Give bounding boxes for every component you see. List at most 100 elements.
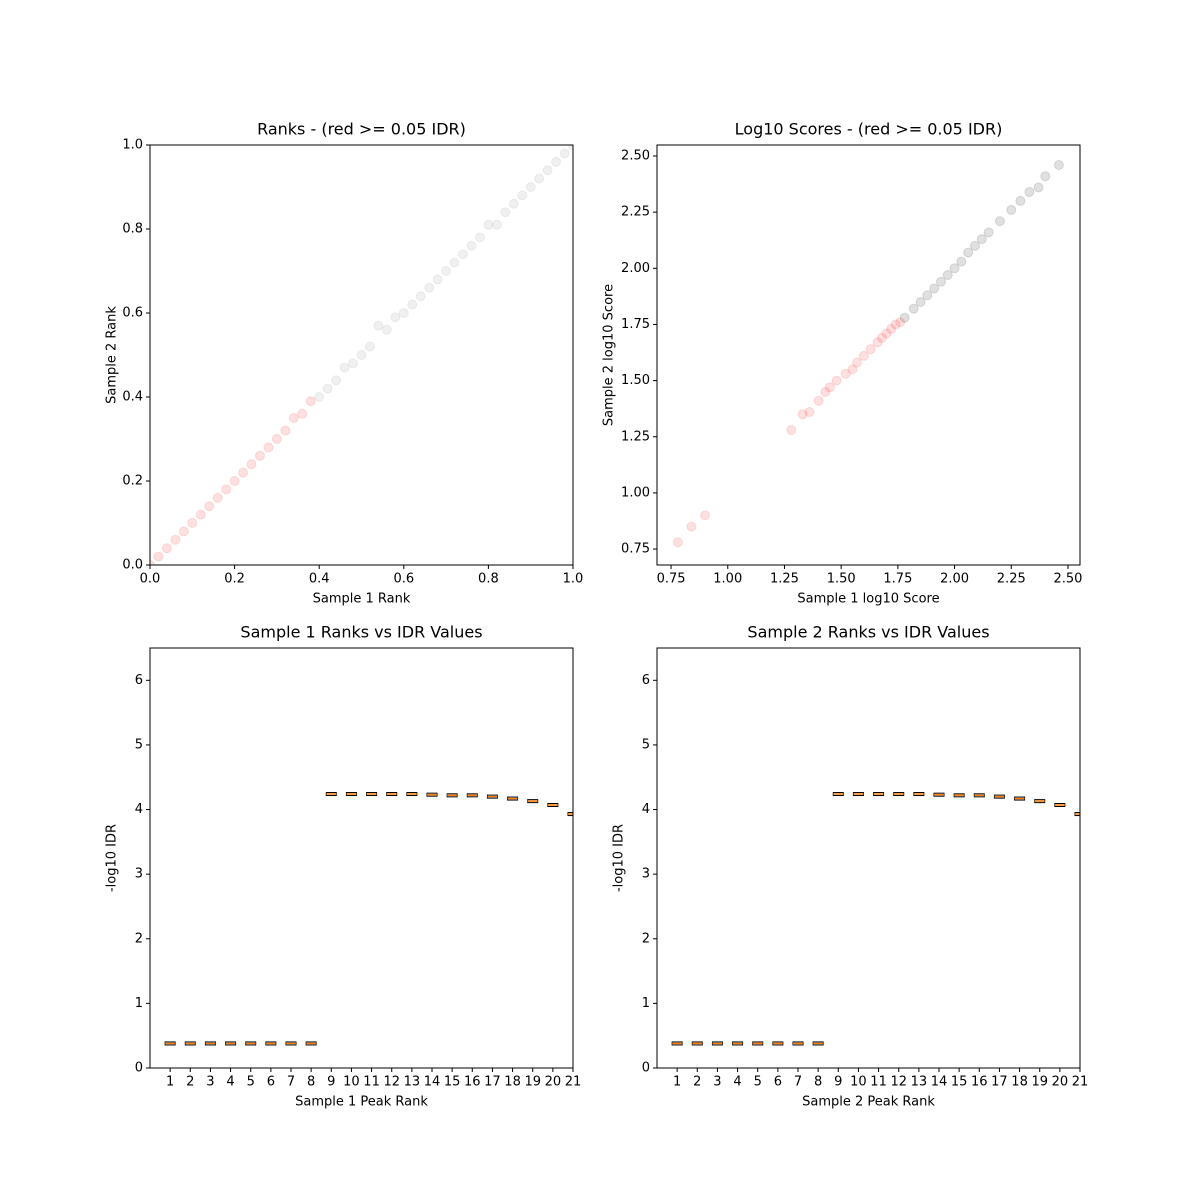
x-tick-label: 16 [464, 1075, 481, 1090]
x-tick-label: 12 [890, 1075, 907, 1090]
y-tick-label: 1 [135, 996, 143, 1011]
point [424, 282, 435, 293]
x-tick-label: 1.75 [883, 572, 912, 587]
point [1006, 204, 1017, 215]
y-tick-label: 6 [135, 673, 143, 688]
point [161, 543, 172, 554]
point [976, 234, 987, 245]
y-tick-label: 2 [642, 931, 650, 946]
x-tick-label: 0.2 [224, 572, 245, 587]
point [922, 290, 933, 301]
point [280, 425, 291, 436]
point [170, 534, 181, 545]
x-tick-label: 11 [363, 1075, 380, 1090]
x-tick-label: 2 [693, 1075, 701, 1090]
point [852, 357, 863, 368]
point [686, 521, 697, 532]
point [517, 190, 528, 201]
point [314, 392, 325, 402]
x-tick-label: 8 [814, 1075, 822, 1090]
x-tick-label: 5 [247, 1075, 255, 1090]
x-tick-label: 9 [327, 1075, 335, 1090]
y-tick-label: 2.50 [621, 149, 650, 164]
x-tick-label: 20 [1052, 1075, 1069, 1090]
x-tick-label: 13 [404, 1075, 421, 1090]
x-tick-label: 18 [1011, 1075, 1028, 1090]
y-axis-label: -log10 IDR [105, 824, 120, 892]
point [508, 198, 519, 209]
x-tick-label: 0.6 [393, 572, 414, 587]
point [908, 303, 919, 314]
x-tick-label: 19 [1031, 1075, 1048, 1090]
y-tick-label: 0.4 [122, 390, 143, 405]
y-tick-label: 0 [135, 1061, 143, 1076]
x-tick-label: 1.0 [563, 572, 584, 587]
x-axis-label: Sample 1 log10 Score [797, 592, 939, 607]
y-axis-label: Sample 2 Rank [105, 306, 120, 404]
point [305, 396, 316, 407]
y-tick-label: 3 [135, 867, 143, 882]
point [1040, 171, 1051, 182]
y-tick-label: 2.00 [621, 261, 650, 276]
point [872, 337, 883, 348]
point [339, 362, 350, 373]
y-tick-label: 4 [642, 802, 650, 817]
point [331, 375, 342, 386]
x-tick-label: 4 [733, 1075, 741, 1090]
point [956, 256, 967, 267]
point [858, 350, 869, 361]
point [458, 249, 469, 260]
point [441, 266, 452, 276]
x-tick-label: 10 [343, 1075, 360, 1090]
axes-frame [656, 144, 1081, 566]
x-tick-label: 2.25 [997, 572, 1026, 587]
x-tick-label: 6 [267, 1075, 275, 1090]
point [840, 368, 851, 379]
x-tick-label: 16 [971, 1075, 988, 1090]
y-tick-label: 4 [135, 802, 143, 817]
x-tick-label: 7 [287, 1075, 295, 1090]
point [491, 219, 502, 230]
point [895, 317, 906, 328]
point [390, 312, 401, 323]
point [899, 312, 910, 323]
point [1033, 182, 1044, 193]
plot-area [164, 792, 573, 1046]
y-tick-label: 1.0 [122, 138, 143, 153]
point [407, 299, 418, 310]
point [1053, 159, 1064, 170]
point [881, 328, 892, 339]
point [364, 341, 375, 352]
point [221, 484, 232, 495]
point [381, 324, 392, 335]
point [786, 425, 797, 436]
point [551, 156, 562, 167]
point [432, 274, 443, 285]
point [1024, 186, 1035, 197]
point [356, 350, 367, 360]
point [820, 386, 831, 397]
point [466, 240, 477, 251]
x-tick-label: 11 [870, 1075, 887, 1090]
x-tick-label: 4 [226, 1075, 234, 1090]
x-tick-label: 0.0 [140, 572, 161, 587]
plot-area [150, 145, 573, 565]
x-tick-label: 5 [754, 1075, 762, 1090]
point [449, 257, 460, 268]
point [254, 450, 265, 461]
x-tick-label: 2.00 [940, 572, 969, 587]
x-tick-label: 12 [383, 1075, 400, 1090]
y-tick-label: 0.0 [122, 558, 143, 573]
point [263, 442, 274, 453]
point [865, 344, 876, 355]
point [204, 501, 215, 512]
chart-title: Log10 Scores - (red >= 0.05 IDR) [735, 120, 1003, 139]
point [983, 227, 994, 238]
x-tick-label: 0.75 [657, 572, 686, 587]
point [831, 375, 842, 386]
point [246, 459, 257, 470]
point [271, 434, 282, 444]
x-axis-label: Sample 2 Peak Rank [802, 1095, 935, 1110]
y-tick-label: 0 [642, 1061, 650, 1076]
point [559, 148, 570, 159]
